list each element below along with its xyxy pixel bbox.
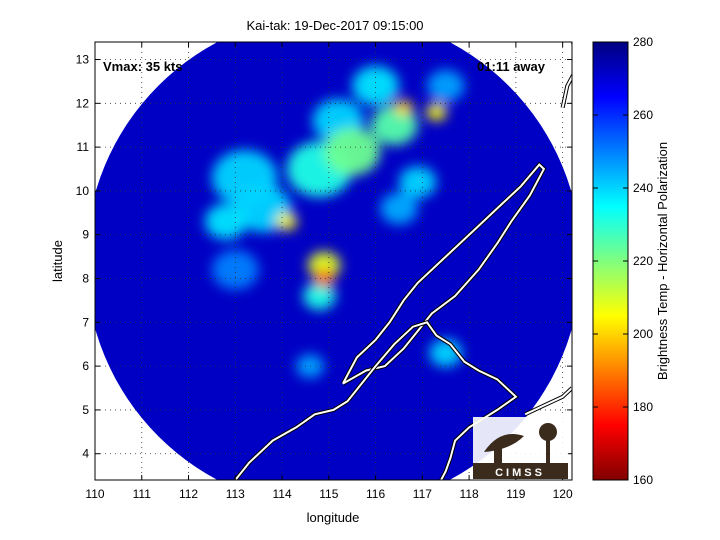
x-tick-label: 117 (413, 487, 432, 501)
coastline-mindoro (561, 42, 572, 108)
brightness-cell (324, 127, 381, 176)
x-axis-ticks: 110 111 112 113 114 115 116 117 118 119 120 (85, 42, 573, 501)
y-tick-label: 7 (82, 315, 89, 329)
x-tick-label: 112 (179, 487, 198, 501)
cimss-logo: CIMSS (473, 417, 568, 479)
y-tick-label: 4 (82, 447, 89, 461)
vmax-annotation: Vmax: 35 kts (103, 59, 183, 74)
colorbar-tick-label: 160 (633, 473, 653, 487)
cimss-logo-text: CIMSS (495, 467, 545, 479)
y-tick-label: 13 (76, 53, 90, 67)
coastline-palawan (342, 163, 546, 385)
y-tick-label: 6 (82, 359, 89, 373)
brightness-cell (427, 69, 465, 102)
chart-title: Kai-tak: 19-Dec-2017 09:15:00 (246, 18, 423, 33)
x-tick-label: 110 (85, 487, 104, 501)
x-tick-label: 111 (133, 487, 152, 501)
colorbar-label: Brightness Temp - Horizontal Polarizatio… (655, 142, 670, 380)
colorbar-ticks: 160 180 200 220 240 260 280 (593, 35, 653, 487)
x-tick-label: 118 (460, 487, 479, 501)
brightness-cell (211, 249, 259, 290)
colorbar-tick-label: 220 (633, 254, 653, 268)
y-tick-label: 10 (76, 184, 90, 198)
x-tick-label: 114 (272, 487, 291, 501)
brightness-swath (95, 42, 572, 480)
y-tick-label: 12 (76, 96, 90, 110)
brightness-cell (394, 99, 413, 116)
x-tick-label: 116 (366, 487, 385, 501)
y-axis-label: latitude (50, 240, 65, 282)
time-away-annotation: 01:11 away (477, 59, 546, 74)
brightness-cell (276, 212, 298, 231)
colorbar-tick-label: 280 (633, 35, 653, 49)
brightness-cell (380, 192, 418, 225)
grid (95, 42, 572, 480)
coastline-borneo (234, 321, 518, 480)
y-tick-label: 11 (77, 140, 90, 154)
colorbar-tick-label: 260 (633, 108, 653, 122)
coastline-tawitawi (524, 387, 572, 416)
x-tick-label: 120 (553, 487, 573, 501)
colorbar-tick-label: 240 (633, 181, 653, 195)
y-tick-label: 8 (82, 272, 89, 286)
brightness-cell (426, 103, 447, 121)
colorbar (592, 41, 629, 481)
y-tick-label: 9 (82, 228, 89, 242)
x-tick-label: 119 (506, 487, 525, 501)
brightness-cell (352, 65, 399, 106)
brightness-cell (398, 166, 437, 199)
brightness-cell (313, 269, 335, 288)
y-tick-label: 5 (82, 403, 89, 417)
y-axis-ticks: 4 5 6 7 8 9 10 11 12 13 (76, 53, 572, 461)
coastlines (233, 42, 572, 480)
brightness-cell (307, 251, 341, 280)
axes-frame (94, 41, 573, 481)
colorbar-tick-label: 180 (633, 400, 653, 414)
brightness-cell (303, 282, 336, 310)
x-axis-label: longitude (307, 510, 360, 525)
water-tower-icon (539, 423, 557, 441)
x-tick-label: 113 (226, 487, 245, 501)
brightness-cell (204, 203, 247, 240)
brightness-cell (211, 149, 278, 206)
colorbar-tick-label: 200 (633, 327, 653, 341)
x-tick-label: 115 (319, 487, 338, 501)
